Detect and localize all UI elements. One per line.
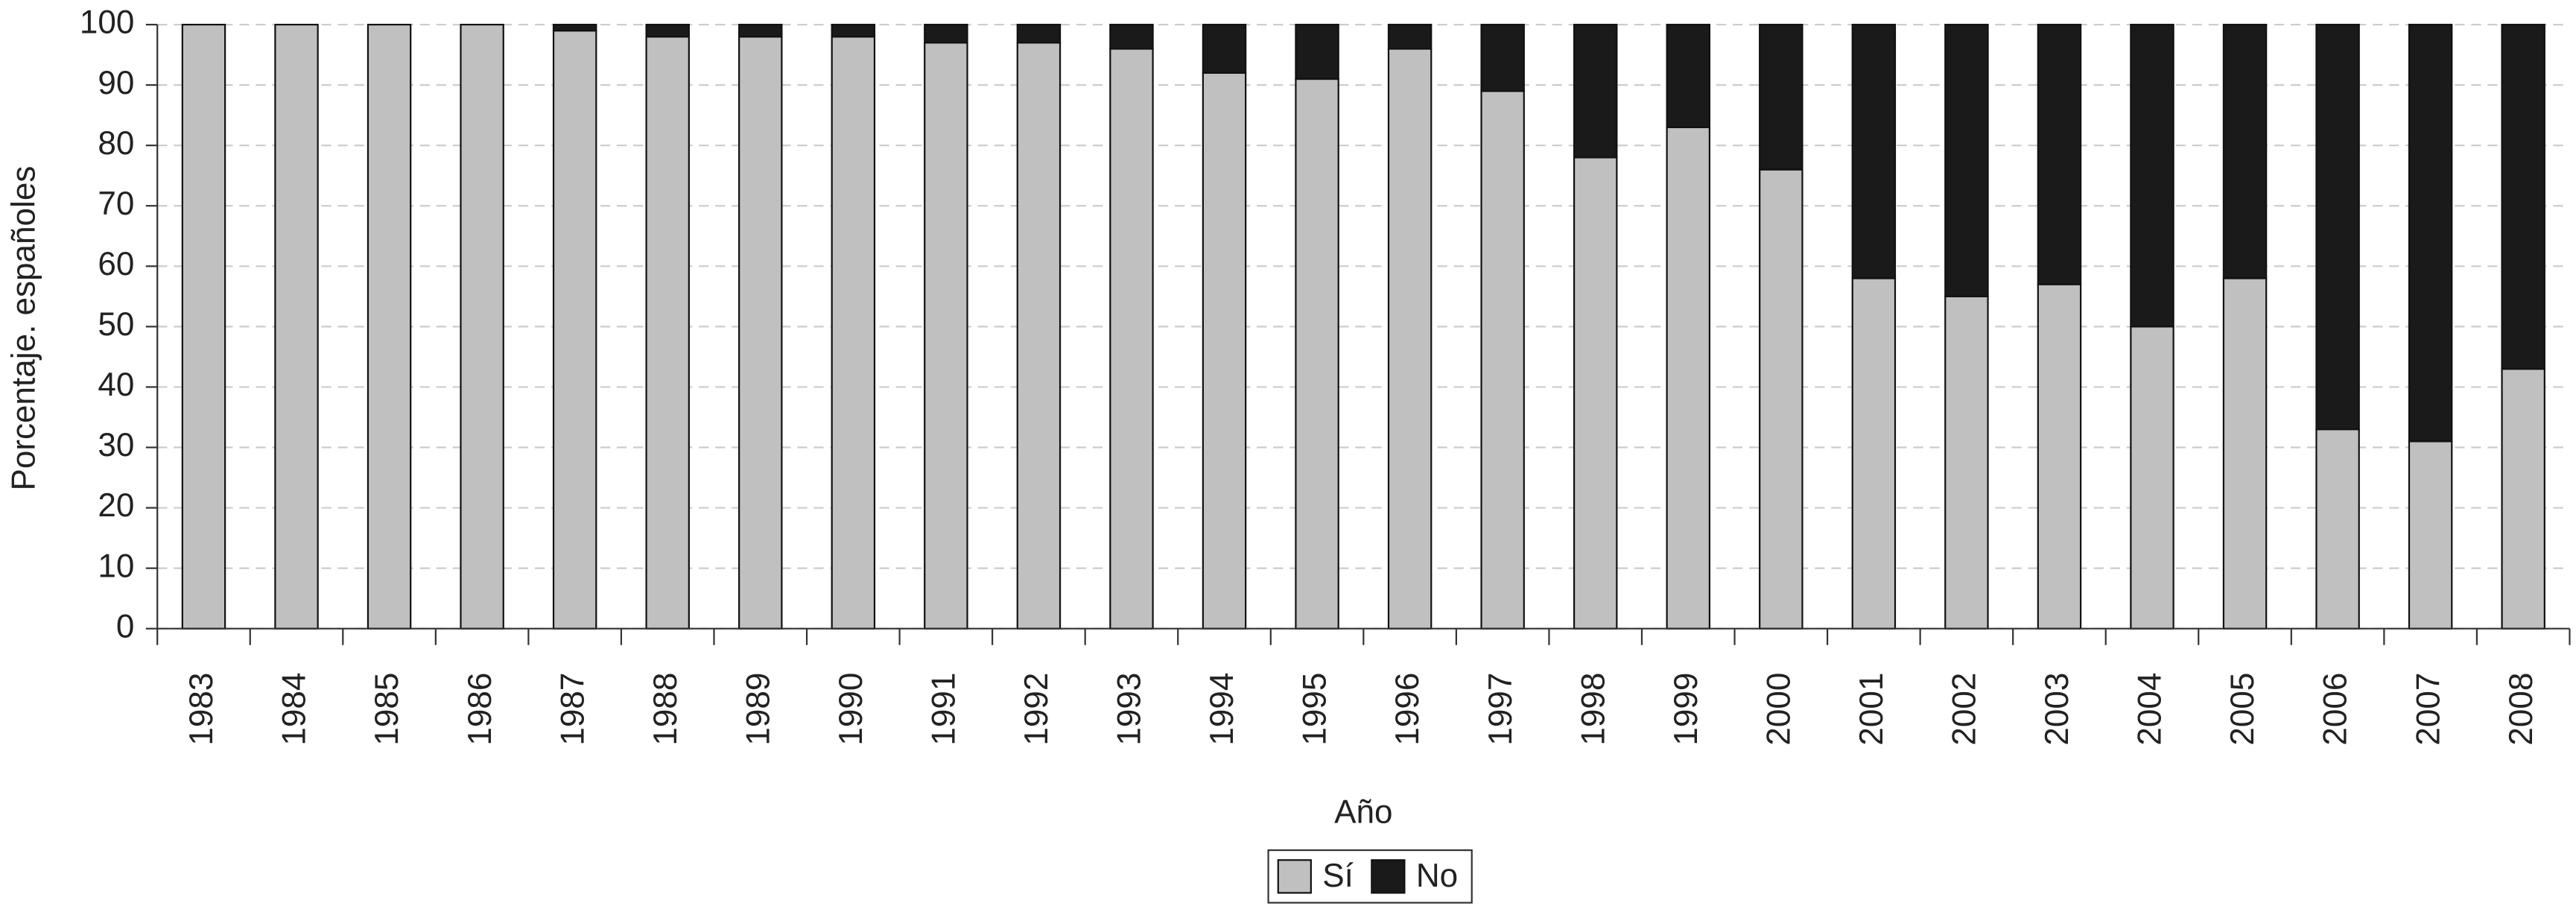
x-tick-label: 1983	[183, 673, 220, 746]
x-tick-label: 2000	[1760, 673, 1797, 746]
bar-segment	[1666, 126, 1710, 630]
x-tick-label: 1992	[1018, 673, 1055, 746]
bar-segment	[2501, 368, 2545, 630]
bar-segment	[738, 23, 783, 38]
bar-segment	[1573, 23, 1618, 159]
bar-segment	[2037, 23, 2082, 285]
x-tick-label: 2007	[2410, 673, 2446, 746]
bar-segment	[1759, 23, 1803, 171]
bar-segment	[924, 23, 968, 44]
x-tick-label: 1988	[647, 673, 684, 746]
y-tick-label: 10	[98, 548, 134, 584]
bar-segment	[645, 23, 690, 38]
bar-segment	[831, 36, 876, 630]
x-tick-label: 1991	[926, 673, 962, 746]
bar-segment	[552, 30, 597, 630]
x-tick-label: 2003	[2039, 673, 2075, 746]
x-axis-label: Año	[1334, 793, 1392, 830]
x-tick-label: 1984	[276, 673, 313, 746]
bar-segment	[1109, 23, 1154, 50]
y-tick-label: 70	[98, 186, 134, 222]
bar-segment	[2130, 23, 2174, 328]
bar-segment	[2222, 277, 2268, 630]
x-tick-label: 2001	[1853, 673, 1890, 746]
bar-segment	[645, 36, 690, 630]
x-tick-label: 1997	[1482, 673, 1519, 746]
y-tick-label: 90	[98, 65, 134, 101]
bar-segment	[2130, 326, 2174, 630]
legend-label: Sí	[1322, 858, 1354, 894]
bar-segment	[2408, 440, 2453, 630]
bar-segment	[1016, 42, 1062, 630]
bar-segment	[2037, 283, 2082, 630]
x-tick-label: 1985	[369, 673, 405, 746]
x-tick-label: 2005	[2224, 673, 2261, 746]
bar-segment	[367, 23, 412, 630]
bar-segment	[924, 42, 968, 630]
bar-segment	[1944, 295, 1989, 630]
legend-label: No	[1416, 858, 1458, 894]
bar-segment	[1851, 277, 1897, 630]
bar-segment	[181, 23, 226, 630]
y-tick-label: 0	[116, 608, 135, 644]
y-tick-label: 80	[98, 125, 134, 162]
bar-segment	[1759, 168, 1803, 630]
bar-segment	[1573, 156, 1618, 630]
bar-segment	[1387, 48, 1433, 630]
x-tick-label: 2004	[2132, 673, 2169, 746]
y-tick-label: 60	[98, 246, 134, 282]
bar-segment	[552, 23, 597, 32]
y-tick-label: 30	[98, 427, 134, 463]
bar-segment	[1480, 23, 1525, 92]
bar-segment	[1387, 23, 1433, 50]
x-tick-label: 1998	[1575, 673, 1611, 746]
x-tick-label: 2002	[1947, 673, 1983, 746]
bar-segment	[1851, 23, 1897, 279]
bar-segment	[738, 36, 783, 630]
x-tick-label: 1990	[833, 673, 869, 746]
x-tick-label: 1986	[462, 673, 498, 746]
legend-swatch	[1277, 859, 1312, 894]
y-tick-label: 100	[80, 4, 135, 41]
bar-segment	[831, 23, 876, 38]
bar-segment	[1295, 77, 1339, 630]
bar-segment	[1295, 23, 1339, 80]
bar-segment	[1480, 90, 1525, 630]
x-tick-label: 1994	[1204, 673, 1240, 746]
bar-segment	[2501, 23, 2545, 370]
x-tick-label: 2008	[2503, 673, 2539, 746]
x-tick-label: 1989	[740, 673, 776, 746]
bar-segment	[274, 23, 319, 630]
bar-segment	[2222, 23, 2268, 279]
x-tick-label: 1995	[1297, 673, 1333, 746]
bar-segment	[1202, 23, 1247, 74]
y-tick-label: 50	[98, 306, 134, 343]
y-tick-label: 40	[98, 367, 134, 403]
x-tick-label: 1999	[1668, 673, 1704, 746]
bar-segment	[1666, 23, 1710, 128]
x-tick-label: 2006	[2318, 673, 2354, 746]
x-tick-label: 1993	[1111, 673, 1148, 746]
y-axis-label: Porcentaje. españoles	[6, 166, 42, 491]
x-tick-label: 1987	[554, 673, 591, 746]
y-tick-label: 20	[98, 487, 134, 524]
x-tick-label: 1996	[1389, 673, 1426, 746]
bar-segment	[1202, 72, 1247, 630]
bar-segment	[2315, 23, 2360, 431]
bar-segment	[2315, 428, 2360, 630]
bar-segment	[1944, 23, 1989, 297]
bar-segment	[1109, 48, 1154, 630]
legend-swatch	[1371, 859, 1406, 894]
bar-segment	[1016, 23, 1062, 44]
bar-segment	[460, 23, 504, 630]
bar-segment	[2408, 23, 2453, 443]
